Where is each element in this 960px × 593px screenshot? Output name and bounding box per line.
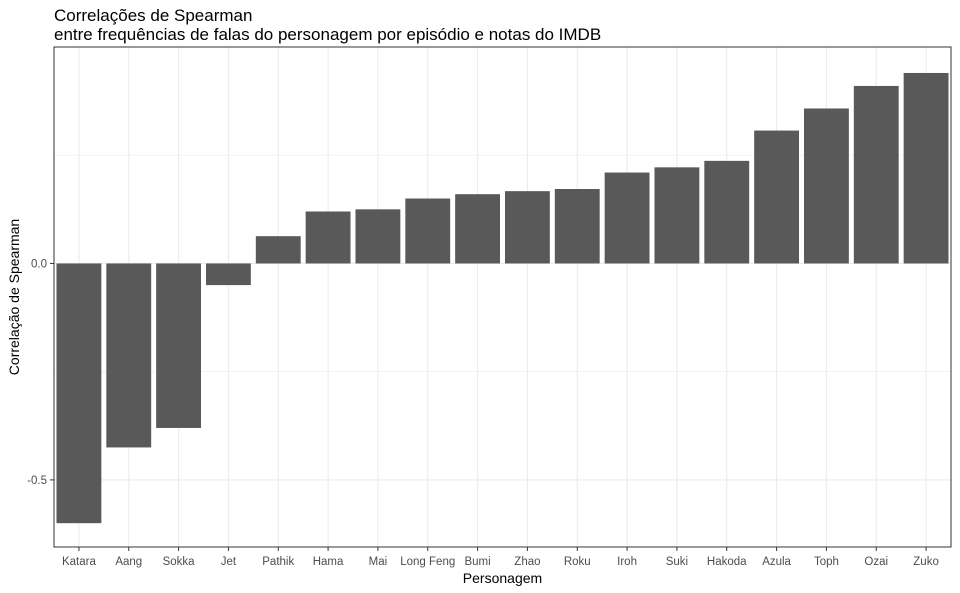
x-tick-label: Jet bbox=[221, 556, 237, 568]
bar-suki bbox=[654, 167, 700, 264]
bar-zhao bbox=[504, 191, 550, 264]
bar-jet bbox=[205, 263, 251, 286]
x-tick-label: Toph bbox=[814, 556, 839, 568]
bars bbox=[56, 72, 949, 524]
x-tick-label: Ozai bbox=[864, 556, 888, 568]
bar-katara bbox=[56, 263, 102, 524]
x-tick-label: Bumi bbox=[464, 556, 490, 568]
y-axis-title: Correlação de Spearman bbox=[6, 219, 22, 375]
x-tick-label: Aang bbox=[115, 556, 142, 568]
x-tick-label: Zhao bbox=[514, 556, 540, 568]
x-tick-label: Hama bbox=[313, 556, 344, 568]
x-tick-label: Mai bbox=[369, 556, 388, 568]
bar-mai bbox=[355, 209, 401, 264]
bar-aang bbox=[106, 263, 152, 448]
bar-pathik bbox=[255, 236, 301, 264]
x-tick-label: Pathik bbox=[262, 556, 294, 568]
x-tick-label: Suki bbox=[666, 556, 688, 568]
y-tick-label: 0.0 bbox=[31, 258, 47, 270]
bar-iroh bbox=[604, 172, 650, 264]
y-axis-ticks: -0.5 0.0 bbox=[27, 258, 54, 487]
bar-toph bbox=[803, 108, 849, 264]
bar-hakoda bbox=[704, 160, 750, 264]
x-tick-label: Katara bbox=[62, 556, 96, 568]
chart-subtitle: entre frequências de falas do personagem… bbox=[54, 25, 602, 44]
bar-zuko bbox=[903, 72, 949, 264]
x-tick-label: Iroh bbox=[617, 556, 637, 568]
y-tick-label: -0.5 bbox=[27, 475, 47, 487]
x-tick-label: Zuko bbox=[913, 556, 939, 568]
panel-border bbox=[53, 46, 952, 548]
bar-bumi bbox=[455, 194, 501, 264]
bar-sokka bbox=[156, 263, 202, 428]
chart-title: Correlações de Spearman bbox=[54, 6, 253, 25]
x-tick-label: Sokka bbox=[163, 556, 196, 568]
bar-hama bbox=[305, 211, 351, 264]
x-tick-label: Azula bbox=[762, 556, 791, 568]
x-tick-label: Hakoda bbox=[707, 556, 747, 568]
x-tick-label: Long Feng bbox=[400, 556, 455, 568]
x-axis-ticks: Katara Aang Sokka Jet Pathik Hama Mai Long Feng… bbox=[62, 547, 939, 568]
bar-azula bbox=[754, 130, 800, 264]
bar-ozai bbox=[853, 85, 899, 264]
x-tick-label: Roku bbox=[564, 556, 591, 568]
bar-roku bbox=[554, 188, 600, 264]
x-axis-title: Personagem bbox=[463, 570, 542, 586]
bar-long-feng bbox=[405, 198, 451, 264]
